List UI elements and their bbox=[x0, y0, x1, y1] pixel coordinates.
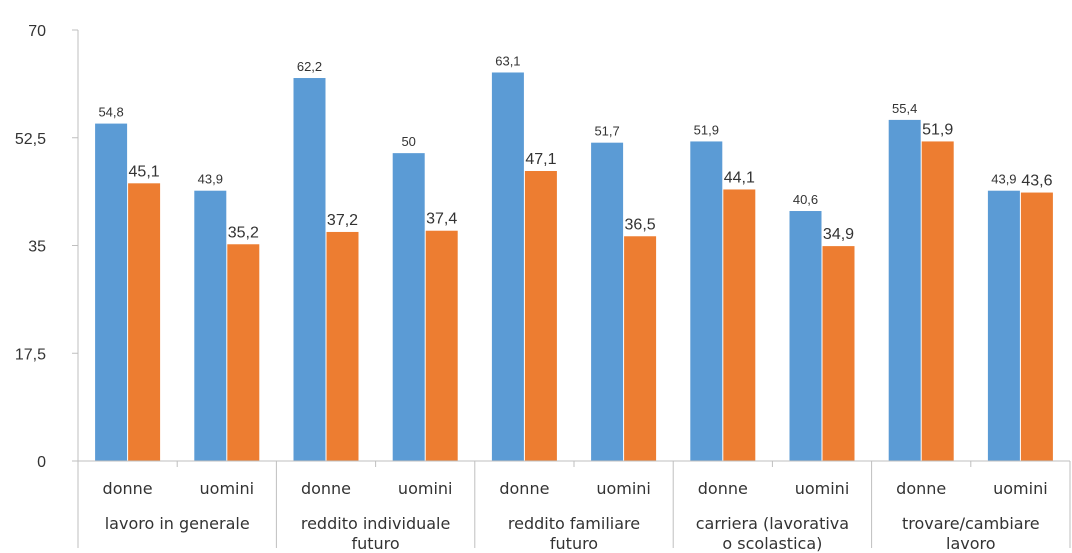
bar-value-label: 51,9 bbox=[694, 122, 719, 137]
y-tick-label: 17,5 bbox=[15, 346, 46, 363]
bar-value-label: 44,1 bbox=[724, 169, 755, 186]
x-axis: donne uomini lavoro in generale donne uomini… bbox=[77, 460, 1071, 553]
group-label: carriera (lavorativa bbox=[696, 514, 849, 533]
bar-donne bbox=[95, 123, 128, 462]
group-label: lavoro in generale bbox=[105, 514, 250, 533]
bar-value-label: 40,6 bbox=[793, 192, 818, 207]
y-tick-label: 70 bbox=[28, 23, 46, 40]
bar-uomini bbox=[524, 170, 557, 461]
bar-uomini bbox=[1020, 192, 1053, 461]
group-label: trovare/cambiare bbox=[902, 514, 1040, 533]
bar-value-label: 36,5 bbox=[625, 216, 656, 233]
bar-value-label: 45,1 bbox=[129, 163, 160, 180]
subcategory-label: donne bbox=[301, 479, 351, 498]
group-label: futuro bbox=[550, 534, 598, 553]
subcategory-label: uomini bbox=[795, 479, 850, 498]
bar-uomini bbox=[723, 189, 756, 461]
bar-uomini bbox=[425, 230, 458, 461]
bar-value-label: 54,8 bbox=[98, 105, 123, 120]
bar-uomini bbox=[227, 244, 260, 461]
bar-donne bbox=[987, 190, 1020, 462]
bar-value-label: 47,1 bbox=[525, 151, 556, 168]
subcategory-label: uomini bbox=[200, 479, 255, 498]
bar-value-label: 37,2 bbox=[327, 212, 358, 229]
subcategory-label: donne bbox=[698, 479, 748, 498]
group-label: futuro bbox=[351, 534, 399, 553]
bar-uomini bbox=[326, 231, 359, 461]
subcategory-label: uomini bbox=[398, 479, 453, 498]
bar-donne bbox=[392, 153, 425, 461]
subcategory-label: uomini bbox=[993, 479, 1048, 498]
y-tick-label: 52,5 bbox=[15, 131, 46, 148]
bar-uomini bbox=[822, 246, 855, 461]
bar-value-label: 43,9 bbox=[991, 172, 1016, 187]
bar-donne bbox=[888, 119, 921, 461]
bar-value-label: 37,4 bbox=[426, 211, 457, 228]
group-label: reddito familiare bbox=[508, 514, 640, 533]
bar-donne bbox=[293, 78, 326, 462]
y-tick-label: 35 bbox=[28, 239, 46, 256]
bar-uomini bbox=[624, 236, 657, 461]
group-label: reddito individuale bbox=[301, 514, 450, 533]
bar-value-label: 43,6 bbox=[1021, 173, 1052, 190]
subcategory-label: donne bbox=[499, 479, 549, 498]
bar-value-label: 62,2 bbox=[297, 59, 322, 74]
bar-uomini bbox=[921, 141, 954, 462]
bar-donne bbox=[789, 211, 822, 461]
bar-value-label: 51,7 bbox=[594, 124, 619, 139]
bar-donne bbox=[690, 141, 723, 462]
group-label: lavoro bbox=[946, 534, 996, 553]
bar-value-label: 63,1 bbox=[495, 53, 520, 68]
bar-value-label: 55,4 bbox=[892, 101, 917, 116]
bar-value-label: 43,9 bbox=[198, 172, 223, 187]
bar-value-label: 50 bbox=[401, 134, 415, 149]
bar-donne bbox=[491, 72, 524, 461]
bar-donne bbox=[591, 142, 624, 461]
subcategory-label: donne bbox=[103, 479, 153, 498]
bar-uomini bbox=[128, 183, 161, 461]
y-axis: 0 17,5 35 52,5 70 bbox=[15, 23, 79, 471]
bar-donne bbox=[194, 190, 227, 462]
bar-value-label: 35,2 bbox=[228, 224, 259, 241]
subcategory-label: donne bbox=[896, 479, 946, 498]
y-tick-label: 0 bbox=[37, 454, 46, 471]
group-label: o scolastica) bbox=[722, 534, 822, 553]
subcategory-label: uomini bbox=[596, 479, 651, 498]
bar-value-label: 34,9 bbox=[823, 226, 854, 243]
bars: 54,8 45,1 43,9 35,2 62,2 37,2 50 37,4 63,1 47,1 51… bbox=[95, 53, 1053, 462]
bar-value-label: 51,9 bbox=[922, 121, 953, 138]
